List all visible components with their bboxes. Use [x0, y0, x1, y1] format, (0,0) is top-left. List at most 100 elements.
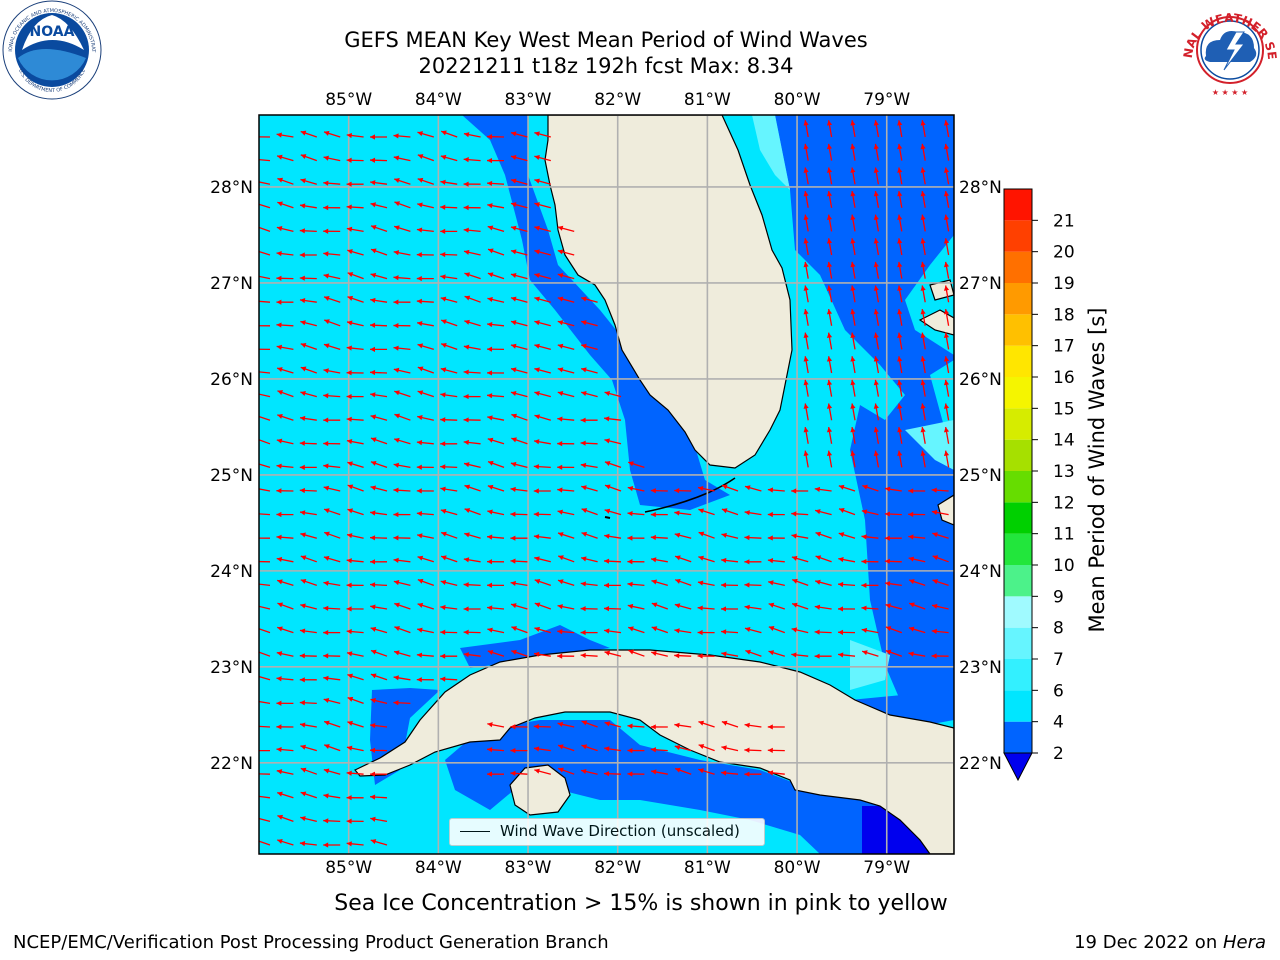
wind-wave-arrow: [744, 582, 762, 588]
wind-wave-arrow: [276, 226, 294, 233]
wind-wave-arrow: [323, 675, 341, 681]
colorbar-tick-label: 6: [1053, 681, 1064, 701]
wind-wave-arrow: [510, 178, 528, 185]
wind-wave-arrow: [932, 532, 949, 539]
wind-wave-arrow: [394, 626, 411, 634]
wind-wave-arrow: [768, 650, 785, 657]
wind-wave-arrow: [300, 791, 318, 799]
wind-wave-arrow: [259, 795, 271, 799]
wind-wave-arrow: [417, 602, 434, 610]
wind-wave-arrow: [299, 203, 317, 209]
wind-wave-arrow: [370, 297, 388, 303]
wind-wave-arrow: [486, 157, 505, 164]
wind-wave-arrow: [897, 426, 903, 444]
wind-wave-arrow: [346, 439, 364, 445]
wind-wave-arrow: [346, 370, 364, 376]
wind-wave-arrow: [276, 488, 294, 494]
wind-wave-arrow: [463, 557, 481, 563]
wind-wave-arrow: [674, 488, 692, 494]
wind-wave-arrow: [943, 332, 950, 350]
wind-wave-arrow: [347, 673, 364, 681]
wind-wave-arrow: [533, 723, 551, 730]
nws-logo: NATIONAL WEATHER SERVICE ★ ★ ★ ★: [1178, 0, 1279, 97]
wind-wave-arrow: [393, 275, 411, 281]
wind-wave-arrow: [463, 132, 481, 138]
wind-wave-arrow: [299, 298, 317, 304]
wind-wave-arrow: [463, 462, 481, 469]
wind-wave-arrow: [463, 417, 481, 423]
lon-label-top: 85°W: [325, 90, 372, 110]
wind-wave-arrow: [557, 272, 575, 280]
wind-wave-arrow: [897, 356, 903, 374]
footer-host: Hera: [1222, 932, 1266, 953]
wind-wave-arrow: [873, 238, 880, 256]
wind-wave-arrow: [862, 484, 879, 492]
wind-wave-arrow: [721, 557, 739, 564]
noaa-logo: NOAA NATIONAL OCEANIC AND ATMOSPHERIC AD…: [0, 0, 102, 100]
wind-wave-arrow: [347, 272, 364, 280]
wind-wave-arrow: [767, 511, 785, 518]
wind-wave-arrow: [277, 626, 294, 634]
wind-wave-arrow: [486, 346, 505, 352]
wind-wave-arrow: [861, 509, 879, 516]
wind-wave-arrow: [346, 226, 364, 233]
wind-wave-arrow: [604, 650, 622, 657]
wind-wave-arrow: [557, 390, 575, 398]
colorbar-swatch: [1004, 721, 1032, 753]
wind-wave-arrow: [486, 180, 505, 187]
wind-wave-arrow: [510, 511, 528, 517]
wind-wave-arrow: [897, 450, 903, 468]
wind-wave-arrow: [259, 371, 271, 374]
wind-wave-arrow: [487, 627, 505, 634]
colorbar-extend: [1003, 752, 1033, 782]
wind-wave-arrow: [276, 746, 294, 753]
wind-wave-arrow: [650, 747, 668, 753]
wind-wave-arrow: [943, 214, 950, 232]
wind-wave-arrow: [370, 604, 388, 610]
wind-wave-arrow: [369, 771, 388, 777]
wind-wave-arrow: [814, 509, 832, 516]
wind-wave-arrow: [440, 392, 458, 398]
wind-wave-arrow: [463, 439, 481, 446]
wind-wave-arrow: [323, 768, 341, 775]
wind-wave-arrow: [721, 484, 739, 492]
wind-wave-arrow: [276, 322, 294, 328]
wind-wave-arrow: [815, 531, 832, 539]
wind-wave-arrow: [932, 579, 949, 587]
wind-wave-arrow: [510, 724, 528, 730]
wind-wave-arrow: [369, 535, 388, 541]
wind-wave-arrow: [698, 744, 715, 752]
wind-wave-arrow: [943, 120, 950, 138]
wind-wave-arrow: [416, 227, 434, 233]
wind-wave-arrow: [826, 143, 833, 161]
wind-wave-arrow: [873, 167, 880, 185]
wind-wave-arrow: [417, 343, 434, 351]
wind-wave-arrow: [580, 606, 598, 612]
colorbar-tick-label: 2: [1053, 744, 1064, 764]
wind-wave-arrow: [920, 450, 926, 468]
wind-wave-arrow: [416, 440, 434, 446]
wind-wave-arrow: [651, 602, 669, 610]
wind-wave-arrow: [487, 460, 505, 469]
wind-wave-arrow: [440, 319, 458, 327]
wind-wave-arrow: [627, 603, 645, 610]
wind-wave-arrow: [791, 511, 809, 517]
wind-wave-arrow: [277, 602, 294, 610]
lon-label-top: 81°W: [684, 90, 731, 110]
wind-wave-arrow: [370, 816, 388, 823]
wind-wave-arrow: [814, 486, 832, 492]
wind-wave-arrow: [837, 581, 856, 588]
wind-wave-arrow: [440, 531, 458, 539]
wind-wave-arrow: [908, 626, 926, 634]
lon-label-bottom: 82°W: [594, 858, 641, 878]
wind-wave-arrow: [393, 299, 411, 305]
wind-wave-arrow: [323, 744, 341, 752]
wind-wave-arrow: [580, 417, 598, 423]
wind-wave-arrow: [533, 464, 551, 470]
wind-wave-arrow: [370, 649, 388, 657]
wind-wave-arrow: [346, 628, 364, 635]
wind-wave-arrow: [393, 250, 411, 256]
colorbar-tick-label: 21: [1053, 211, 1075, 231]
wind-wave-arrow: [897, 214, 903, 232]
lat-label-left: 28°N: [210, 178, 253, 198]
